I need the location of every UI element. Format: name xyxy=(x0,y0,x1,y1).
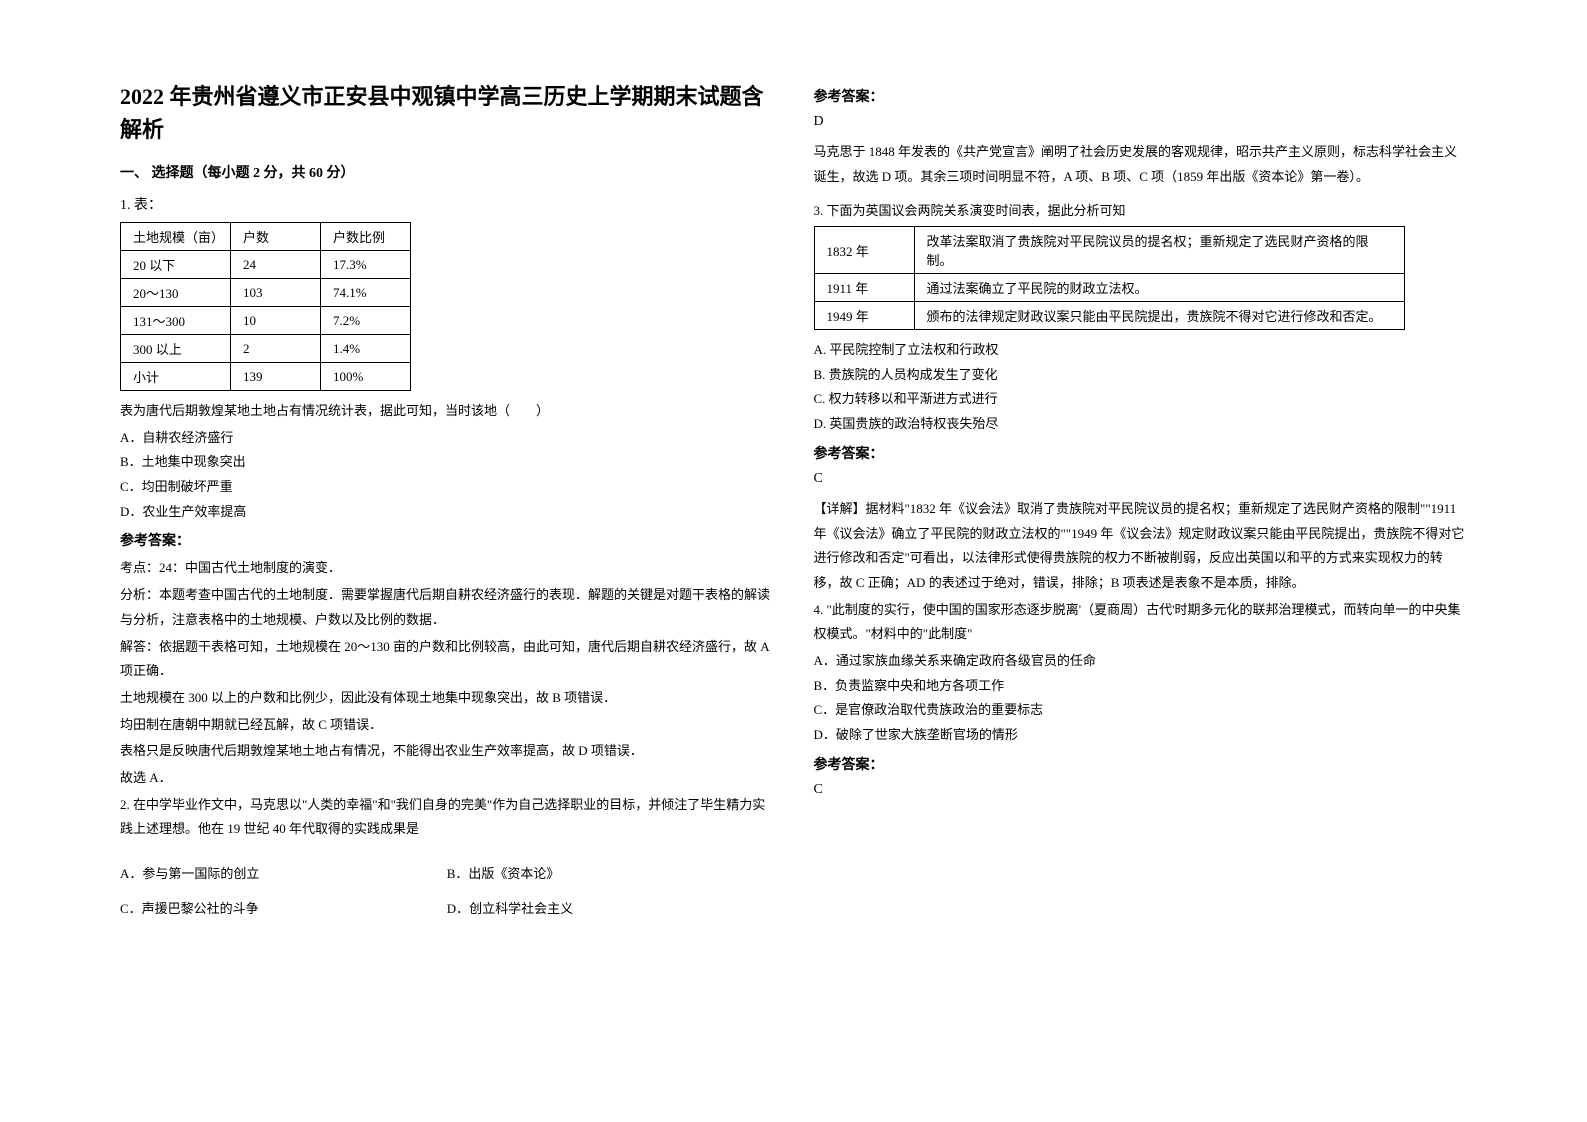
table-row: 小计 139 100% xyxy=(121,363,411,391)
table-cell: 10 xyxy=(231,307,321,335)
table-header: 户数 xyxy=(231,223,321,251)
q4-answer-letter: C xyxy=(814,782,1468,798)
q1-number: 1. 表： xyxy=(120,194,774,214)
table-cell: 1832 年 xyxy=(814,227,914,274)
right-column: 参考答案： D 马克思于 1848 年发表的《共产党宣言》阐明了社会历史发展的客… xyxy=(794,80,1488,1082)
q4-option-c: C．是官僚政治取代贵族政治的重要标志 xyxy=(814,698,1468,723)
table-cell: 139 xyxy=(231,363,321,391)
q3-option-a: A. 平民院控制了立法权和行政权 xyxy=(814,338,1468,363)
q3-stem: 3. 下面为英国议会两院关系演变时间表，据此分析可知 xyxy=(814,199,1468,224)
q3-answer-letter: C xyxy=(814,471,1468,487)
q1-option-c: C．均田制破坏严重 xyxy=(120,475,774,500)
table-cell: 2 xyxy=(231,335,321,363)
table-row: 131～300 10 7.2% xyxy=(121,307,411,335)
q1-analysis: 土地规模在 300 以上的户数和比例少，因此没有体现土地集中现象突出，故 B 项… xyxy=(120,686,774,711)
q1-option-a: A．自耕农经济盛行 xyxy=(120,426,774,451)
q1-analysis: 故选 A． xyxy=(120,766,774,791)
q1-analysis: 考点：24：中国古代土地制度的演变． xyxy=(120,556,774,581)
q2-option-d: D．创立科学社会主义 xyxy=(447,897,774,922)
q2-options-row1: A．参与第一国际的创立 B．出版《资本论》 xyxy=(120,862,774,887)
q2-option-c: C．声援巴黎公社的斗争 xyxy=(120,897,447,922)
table-cell: 20 以下 xyxy=(121,251,231,279)
q4-option-a: A．通过家族血缘关系来确定政府各级官员的任命 xyxy=(814,649,1468,674)
q3-option-d: D. 英国贵族的政治特权丧失殆尽 xyxy=(814,412,1468,437)
table-cell: 100% xyxy=(321,363,411,391)
q1-answer-label: 参考答案： xyxy=(120,530,774,550)
q1-table: 土地规模（亩） 户数 户数比例 20 以下 24 17.3% 20～130 10… xyxy=(120,222,411,391)
table-cell: 7.2% xyxy=(321,307,411,335)
q2-answer-label: 参考答案： xyxy=(814,86,1468,106)
table-row: 300 以上 2 1.4% xyxy=(121,335,411,363)
q3-table: 1832 年 改革法案取消了贵族院对平民院议员的提名权；重新规定了选民财产资格的… xyxy=(814,226,1405,330)
q4-option-d: D．破除了世家大族垄断官场的情形 xyxy=(814,723,1468,748)
table-row: 1832 年 改革法案取消了贵族院对平民院议员的提名权；重新规定了选民财产资格的… xyxy=(814,227,1404,274)
table-cell: 通过法案确立了平民院的财政立法权。 xyxy=(914,274,1404,302)
exam-title: 2022 年贵州省遵义市正安县中观镇中学高三历史上学期期末试题含解析 xyxy=(120,80,774,146)
table-cell: 颁布的法律规定财政议案只能由平民院提出，贵族院不得对它进行修改和否定。 xyxy=(914,302,1404,330)
q2-option-b: B．出版《资本论》 xyxy=(447,862,774,887)
table-cell: 20～130 xyxy=(121,279,231,307)
left-column: 2022 年贵州省遵义市正安县中观镇中学高三历史上学期期末试题含解析 一、 选择… xyxy=(100,80,794,1082)
q3-option-b: B. 贵族院的人员构成发生了变化 xyxy=(814,363,1468,388)
table-row: 1911 年 通过法案确立了平民院的财政立法权。 xyxy=(814,274,1404,302)
q3-analysis: 【详解】据材料"1832 年《议会法》取消了贵族院对平民院议员的提名权；重新规定… xyxy=(814,497,1468,596)
table-cell: 74.1% xyxy=(321,279,411,307)
q3-option-c: C. 权力转移以和平渐进方式进行 xyxy=(814,387,1468,412)
q1-caption: 表为唐代后期敦煌某地土地占有情况统计表，据此可知，当时该地（ ） xyxy=(120,399,774,424)
table-cell: 小计 xyxy=(121,363,231,391)
table-cell: 131～300 xyxy=(121,307,231,335)
table-row: 20 以下 24 17.3% xyxy=(121,251,411,279)
table-cell: 24 xyxy=(231,251,321,279)
q3-answer-label: 参考答案： xyxy=(814,443,1468,463)
table-row: 土地规模（亩） 户数 户数比例 xyxy=(121,223,411,251)
table-header: 土地规模（亩） xyxy=(121,223,231,251)
table-cell: 改革法案取消了贵族院对平民院议员的提名权；重新规定了选民财产资格的限制。 xyxy=(914,227,1404,274)
q4-answer-label: 参考答案： xyxy=(814,754,1468,774)
table-cell: 1911 年 xyxy=(814,274,914,302)
section-header: 一、 选择题（每小题 2 分，共 60 分） xyxy=(120,162,774,182)
table-cell: 103 xyxy=(231,279,321,307)
q1-analysis: 均田制在唐朝中期就已经瓦解，故 C 项错误． xyxy=(120,713,774,738)
table-header: 户数比例 xyxy=(321,223,411,251)
table-row: 1949 年 颁布的法律规定财政议案只能由平民院提出，贵族院不得对它进行修改和否… xyxy=(814,302,1404,330)
q1-option-b: B．土地集中现象突出 xyxy=(120,450,774,475)
q1-analysis: 解答：依据题干表格可知，土地规模在 20～130 亩的户数和比例较高，由此可知，… xyxy=(120,635,774,684)
q1-analysis: 表格只是反映唐代后期敦煌某地土地占有情况，不能得出农业生产效率提高，故 D 项错… xyxy=(120,739,774,764)
q2-answer-letter: D xyxy=(814,114,1468,130)
q1-option-d: D．农业生产效率提高 xyxy=(120,500,774,525)
q2-option-a: A．参与第一国际的创立 xyxy=(120,862,447,887)
table-cell: 17.3% xyxy=(321,251,411,279)
q1-analysis: 分析：本题考查中国古代的土地制度．需要掌握唐代后期自耕农经济盛行的表现．解题的关… xyxy=(120,583,774,632)
q4-option-b: B．负责监察中央和地方各项工作 xyxy=(814,674,1468,699)
table-cell: 1949 年 xyxy=(814,302,914,330)
table-cell: 1.4% xyxy=(321,335,411,363)
table-row: 20～130 103 74.1% xyxy=(121,279,411,307)
q2-analysis: 马克思于 1848 年发表的《共产党宣言》阐明了社会历史发展的客观规律，昭示共产… xyxy=(814,140,1468,189)
q2-stem: 2. 在中学毕业作文中，马克思以"人类的幸福"和"我们自身的完美"作为自己选择职… xyxy=(120,793,774,842)
table-cell: 300 以上 xyxy=(121,335,231,363)
q4-stem: 4. "此制度的实行，使中国的国家形态逐步脱离'（夏商周）古代'时期多元化的联邦… xyxy=(814,598,1468,647)
q2-options-row2: C．声援巴黎公社的斗争 D．创立科学社会主义 xyxy=(120,897,774,922)
